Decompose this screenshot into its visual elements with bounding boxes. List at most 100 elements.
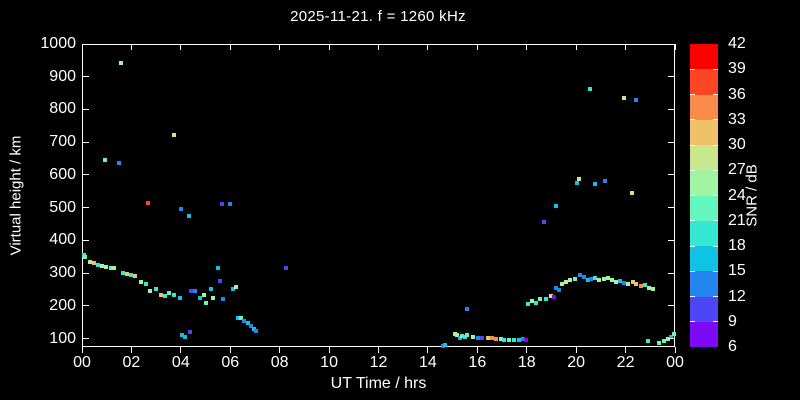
colorbar-tick-label: 21: [728, 211, 746, 229]
colorbar-tick-right: [713, 296, 718, 297]
colorbar-tick: [690, 144, 695, 146]
colorbar-segment: [690, 296, 718, 322]
data-point: [601, 276, 606, 281]
data-point: [179, 333, 184, 338]
data-point: [249, 323, 254, 328]
x-tick-label: 14: [419, 354, 437, 371]
colorbar-tick: [690, 169, 695, 171]
y-tick-right: [668, 272, 674, 274]
colorbar-segment: [690, 321, 718, 347]
y-axis-title: Virtual height / km: [7, 135, 25, 256]
colorbar-tick-label: 36: [728, 85, 746, 103]
colorbar-segment: [690, 69, 718, 95]
y-tick-right: [668, 174, 674, 176]
y-tick: [83, 141, 89, 143]
x-tick: [229, 347, 231, 353]
colorbar-segment: [690, 94, 718, 120]
data-point: [646, 285, 651, 290]
colorbar-tick-right: [713, 68, 718, 70]
y-tick-label: 700: [49, 133, 76, 151]
data-point: [622, 280, 627, 285]
x-tick-label: 00: [73, 354, 91, 371]
data-point: [120, 270, 125, 275]
x-tick-label: 04: [171, 354, 190, 371]
y-tick-right: [668, 76, 674, 78]
data-point: [605, 275, 610, 280]
data-point: [245, 320, 250, 325]
colorbar-title: SNR / dB: [743, 164, 761, 227]
y-tick: [83, 207, 89, 209]
x-tick-top: [229, 44, 231, 50]
y-tick-label: 900: [49, 67, 76, 85]
data-point: [148, 288, 153, 293]
data-point: [465, 333, 470, 338]
data-point: [108, 266, 113, 271]
x-tick: [625, 347, 627, 353]
data-point: [629, 190, 634, 195]
colorbar-tick-label: 24: [728, 186, 746, 204]
data-point: [460, 334, 465, 339]
x-tick: [378, 347, 379, 353]
y-tick: [83, 174, 89, 176]
x-tick: [526, 347, 528, 353]
y-tick-label: 100: [49, 329, 76, 347]
data-point: [622, 96, 627, 101]
x-tick: [476, 347, 478, 353]
data-point: [609, 278, 614, 283]
x-tick-top: [328, 44, 330, 50]
data-point: [230, 286, 235, 291]
data-point: [172, 293, 177, 298]
colorbar-segment: [690, 246, 718, 272]
y-tick: [83, 305, 89, 307]
colorbar-tick: [690, 195, 695, 196]
y-tick: [83, 272, 89, 274]
data-point: [167, 291, 172, 296]
data-point: [672, 332, 677, 337]
colorbar-tick-label: 39: [728, 60, 746, 78]
data-point: [198, 295, 203, 300]
data-point: [665, 336, 670, 341]
data-point: [238, 315, 243, 320]
x-tick-label: 20: [567, 354, 586, 371]
colorbar-tick-right: [713, 119, 718, 121]
data-point: [529, 299, 534, 304]
data-point: [553, 285, 558, 290]
colorbar-segment: [690, 119, 718, 145]
x-tick-top: [130, 44, 132, 50]
x-tick-top: [378, 44, 379, 50]
data-point: [638, 283, 643, 288]
x-tick-label: 18: [517, 354, 536, 371]
x-tick: [180, 347, 182, 353]
colorbar-tick-right: [713, 245, 718, 247]
y-tick-label: 1000: [40, 35, 76, 52]
x-tick-top: [575, 44, 577, 50]
y-tick-right: [668, 207, 674, 209]
data-point: [517, 338, 522, 343]
data-point: [544, 296, 549, 301]
y-tick-right: [668, 43, 674, 45]
data-point: [498, 337, 503, 342]
data-point: [202, 293, 207, 298]
data-point: [221, 296, 226, 301]
x-axis-title: UT Time / hrs: [330, 375, 427, 392]
data-point: [613, 280, 618, 285]
data-point: [669, 334, 674, 339]
data-point: [193, 288, 198, 293]
data-point: [592, 275, 597, 280]
data-point: [538, 297, 543, 302]
y-tick-label: 300: [49, 264, 76, 282]
x-tick-top: [427, 44, 429, 50]
colorbar-tick-right: [713, 220, 718, 222]
y-tick: [83, 338, 89, 340]
data-point: [568, 278, 573, 283]
data-point: [145, 201, 150, 206]
x-tick: [279, 347, 281, 353]
x-tick-top: [180, 44, 182, 50]
data-point: [581, 274, 586, 279]
x-tick-label: 00: [666, 354, 684, 371]
data-point: [656, 341, 661, 346]
data-point: [454, 332, 459, 337]
data-point: [549, 294, 554, 299]
data-point: [556, 287, 561, 292]
data-point: [494, 337, 499, 342]
